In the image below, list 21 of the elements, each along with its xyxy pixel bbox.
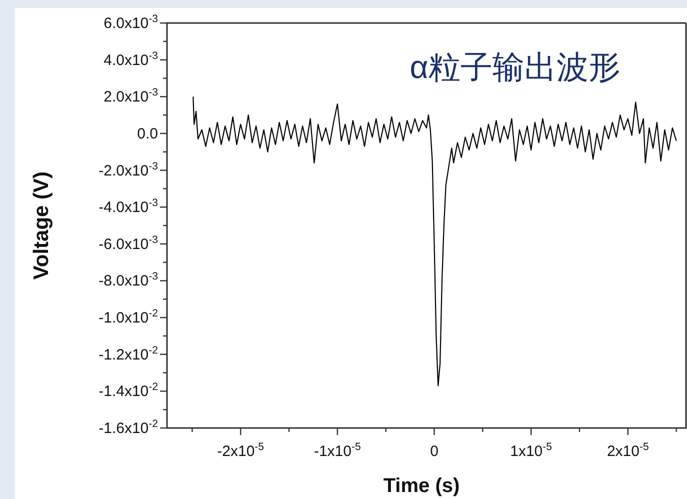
x-axis-title: Time (s) bbox=[383, 475, 460, 497]
y-tick-label: -6.0x10$^{-3}$ bbox=[98, 234, 158, 253]
y-tick-label: 0.0 bbox=[137, 125, 158, 142]
y-tick-label: -8.0x10$^{-3}$ bbox=[98, 270, 158, 290]
y-axis-title: Voltage (V) bbox=[30, 171, 53, 280]
x-tick-label: 1x10$^{-5}$ bbox=[510, 441, 552, 460]
x-tick-label: 0 bbox=[430, 443, 438, 460]
y-tick-label: 6.0x10$^{-3}$ bbox=[104, 13, 158, 32]
y-tick-label: -1.0x10$^{-2}$ bbox=[98, 308, 158, 327]
y-tick-label: 4.0x10$^{-3}$ bbox=[104, 50, 158, 69]
y-tick-label: -1.4x10$^{-2}$ bbox=[98, 381, 158, 400]
line-series bbox=[192, 96, 677, 386]
y-tick-label: -4.0x10$^{-3}$ bbox=[98, 197, 158, 216]
y-tick-label: -1.6x10$^{-2}$ bbox=[98, 418, 158, 437]
x-tick-label: -2x10$^{-5}$ bbox=[217, 441, 264, 460]
text: α粒子输出波形 bbox=[410, 49, 620, 85]
y-tick-label: -2.0x10$^{-3}$ bbox=[98, 160, 158, 180]
x-tick-label: 2x10$^{-5}$ bbox=[606, 441, 649, 460]
y-tick-label: -1.2x10$^{-2}$ bbox=[98, 344, 158, 364]
x-tick-label: -1x10$^{-5}$ bbox=[314, 441, 362, 460]
y-tick-label: 2.0x10$^{-3}$ bbox=[104, 86, 158, 106]
